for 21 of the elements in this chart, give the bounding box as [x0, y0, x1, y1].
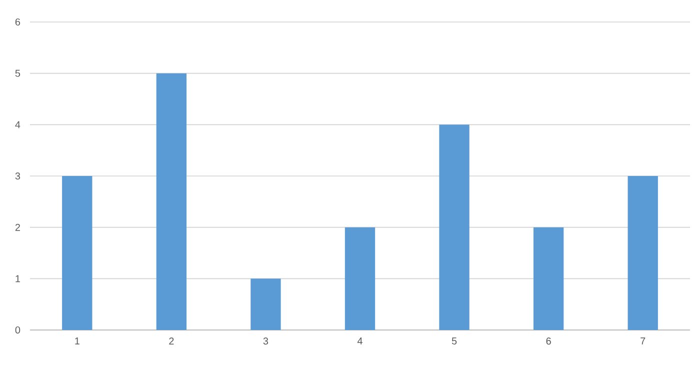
- x-tick-label: 1: [75, 338, 80, 344]
- x-tick-label: 5: [452, 338, 457, 344]
- bar: [533, 227, 564, 330]
- x-tick-label: 4: [357, 338, 362, 344]
- y-tick-label: 1: [16, 275, 20, 282]
- y-tick-label: 6: [15, 18, 20, 26]
- y-tick-label: 3: [15, 172, 20, 180]
- x-tick-label: 6: [546, 338, 551, 345]
- bar: [628, 176, 658, 330]
- bar: [156, 73, 187, 330]
- y-tick-label: 2: [15, 224, 20, 231]
- x-tick-label: 2: [169, 338, 174, 344]
- x-tick-label: 3: [263, 338, 268, 345]
- bar: [250, 278, 281, 330]
- bar: [344, 227, 376, 330]
- x-tick-label: 7: [640, 338, 646, 344]
- y-tick-label: 5: [15, 70, 20, 77]
- y-tick-label: 0: [15, 326, 20, 334]
- bar: [439, 124, 470, 330]
- y-tick-label: 4: [15, 121, 20, 128]
- bar: [62, 176, 92, 330]
